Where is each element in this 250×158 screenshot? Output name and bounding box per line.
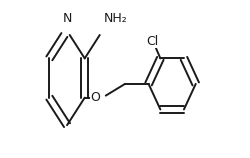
Text: O: O <box>90 91 101 104</box>
Text: N: N <box>62 12 72 25</box>
Text: Cl: Cl <box>146 35 159 48</box>
Text: NH₂: NH₂ <box>104 12 127 25</box>
